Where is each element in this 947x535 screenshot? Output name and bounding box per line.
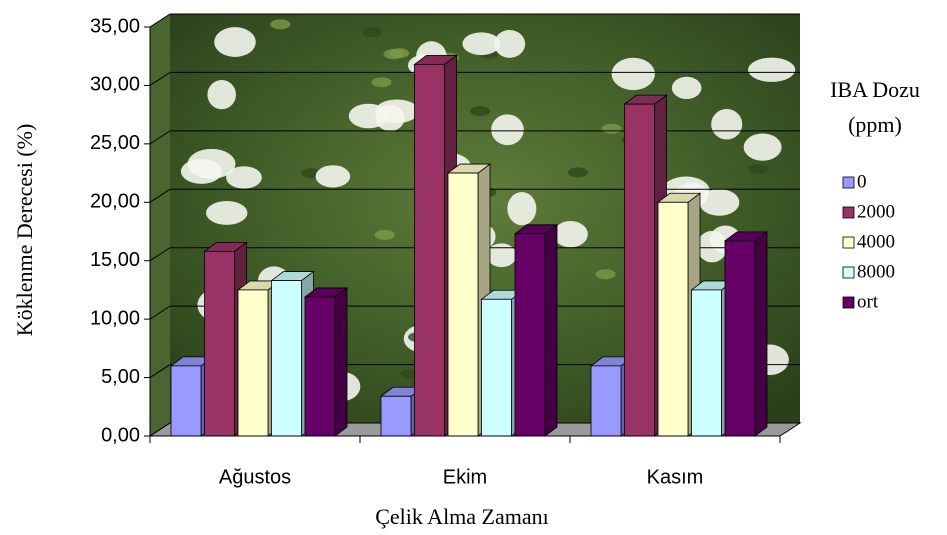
x-axis-title: Çelik Alma Zamanı — [375, 504, 549, 529]
legend-label: ort — [857, 291, 879, 312]
flower — [553, 221, 587, 247]
y-tick-label: 25,00 — [90, 132, 140, 154]
bar — [482, 299, 512, 436]
leaf — [596, 269, 616, 279]
bar — [205, 251, 235, 436]
bar — [305, 297, 335, 436]
x-tick-label: Ağustos — [219, 466, 291, 488]
y-tick-label: 5,00 — [101, 366, 140, 388]
legend: 0 2000 4000 8000 ort — [843, 171, 895, 312]
flower — [206, 201, 247, 225]
bar — [692, 290, 722, 436]
leaf — [389, 48, 409, 58]
legend-swatch — [843, 297, 854, 308]
legend-label: 8000 — [857, 261, 895, 282]
legend-label: 0 — [857, 171, 867, 192]
flower — [207, 80, 236, 109]
y-tick-label: 35,00 — [90, 15, 140, 37]
y-tick-label: 15,00 — [90, 249, 140, 271]
bar — [515, 234, 545, 436]
bar — [381, 396, 411, 436]
y-tick-label: 20,00 — [90, 191, 140, 213]
legend-swatch — [843, 267, 854, 278]
y-tick-label: 10,00 — [90, 307, 140, 329]
chart: 0,00 5,00 10,00 15,00 20,00 25,00 30,00 35,00 Ağ… — [0, 0, 947, 535]
legend-swatch — [843, 207, 854, 218]
flower — [507, 192, 536, 225]
bar-side — [335, 288, 347, 436]
x-tick-label: Kasım — [647, 466, 704, 488]
bar — [272, 281, 302, 436]
bar — [625, 104, 655, 436]
leaf — [362, 27, 382, 37]
flower — [494, 30, 525, 58]
bar — [415, 64, 445, 436]
legend-swatch — [843, 177, 854, 188]
y-tick-label: 0,00 — [101, 424, 140, 446]
legend-label: 4000 — [857, 231, 895, 252]
legend-title: IBA Dozu — [830, 77, 920, 102]
bar — [725, 241, 755, 436]
leaf — [270, 19, 290, 29]
leaf — [372, 77, 392, 87]
bar — [448, 173, 478, 436]
leaf — [568, 167, 588, 177]
flower — [748, 58, 795, 82]
leaf — [748, 164, 768, 174]
bar-side — [755, 232, 767, 436]
y-axis-title: Köklenme Derecesi (%) — [12, 124, 37, 337]
leaf — [602, 124, 622, 134]
legend-label: 2000 — [857, 201, 895, 222]
flower — [491, 114, 524, 145]
bar-side — [545, 225, 557, 436]
legend-swatch — [843, 237, 854, 248]
leaf — [470, 106, 490, 116]
leaf — [375, 230, 395, 240]
bar — [238, 290, 268, 436]
flower — [214, 27, 256, 57]
flower — [612, 58, 655, 90]
legend-title: (ppm) — [848, 112, 902, 137]
flower — [349, 104, 388, 129]
y-tick-label: 30,00 — [90, 74, 140, 96]
wall-face — [150, 14, 170, 436]
flower — [744, 134, 782, 161]
flower — [711, 109, 742, 139]
bar — [658, 202, 688, 436]
flower — [226, 166, 262, 188]
bar — [171, 366, 201, 436]
flower — [487, 243, 517, 267]
flower — [672, 77, 702, 99]
x-tick-label: Ekim — [443, 466, 487, 488]
flower — [181, 159, 222, 184]
flower — [316, 165, 351, 187]
bar — [591, 366, 621, 436]
